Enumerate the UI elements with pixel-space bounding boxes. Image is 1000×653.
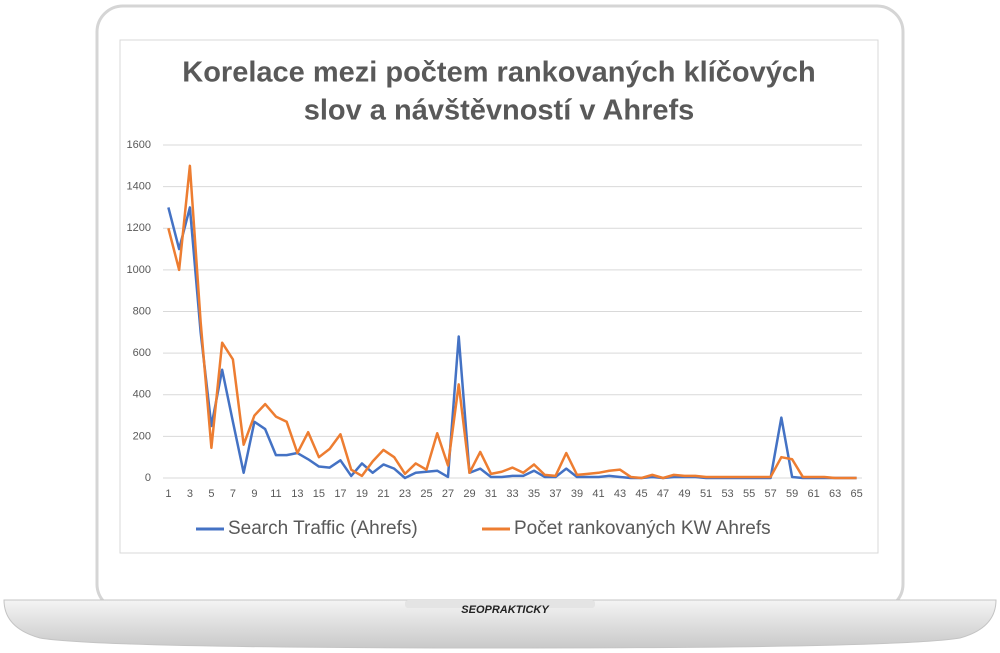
y-tick-label: 600: [133, 347, 151, 359]
legend-label: Počet rankovaných KW Ahrefs: [514, 518, 771, 539]
y-tick-label: 1600: [127, 139, 151, 151]
x-tick-label: 35: [528, 488, 540, 500]
x-tick-label: 29: [463, 488, 475, 500]
x-tick-label: 57: [764, 488, 776, 500]
x-tick-label: 31: [485, 488, 497, 500]
x-tick-label: 65: [850, 488, 862, 500]
x-tick-label: 27: [442, 488, 454, 500]
x-tick-label: 45: [635, 488, 647, 500]
x-tick-label: 9: [251, 488, 257, 500]
x-tick-label: 5: [208, 488, 214, 500]
x-tick-label: 25: [420, 488, 432, 500]
chart-title: slov a návštěvností v Ahrefs: [304, 95, 695, 127]
y-tick-label: 800: [133, 305, 151, 317]
x-tick-label: 17: [334, 488, 346, 500]
x-tick-label: 51: [700, 488, 712, 500]
series-line: [167, 164, 857, 480]
laptop-notch: [405, 600, 595, 608]
x-tick-label: 13: [291, 488, 303, 500]
x-tick-label: 49: [678, 488, 690, 500]
x-tick-label: 39: [571, 488, 583, 500]
x-tick-label: 15: [313, 488, 325, 500]
x-tick-label: 47: [657, 488, 669, 500]
x-tick-label: 19: [356, 488, 368, 500]
y-tick-label: 1000: [127, 264, 151, 276]
x-tick-label: 33: [506, 488, 518, 500]
x-tick-label: 61: [807, 488, 819, 500]
x-tick-label: 21: [377, 488, 389, 500]
x-tick-label: 55: [743, 488, 755, 500]
x-tick-label: 7: [230, 488, 236, 500]
x-tick-label: 37: [549, 488, 561, 500]
chart-frame: [119, 39, 879, 554]
brand-logo: SEOPRAKTICKY: [461, 604, 550, 616]
x-tick-label: 3: [187, 488, 193, 500]
x-tick-label: 23: [399, 488, 411, 500]
x-tick-label: 43: [614, 488, 626, 500]
x-tick-label: 41: [592, 488, 604, 500]
x-tick-label: 53: [721, 488, 733, 500]
x-tick-label: 63: [829, 488, 841, 500]
x-tick-label: 59: [786, 488, 798, 500]
x-tick-label: 11: [270, 488, 281, 500]
x-tick-label: 1: [165, 488, 171, 500]
y-tick-label: 1400: [127, 181, 151, 193]
y-tick-label: 1200: [127, 222, 151, 234]
y-tick-label: 0: [145, 472, 151, 484]
chart-title: Korelace mezi počtem rankovaných klíčový…: [182, 57, 815, 89]
y-tick-label: 200: [133, 430, 151, 442]
legend-label: Search Traffic (Ahrefs): [228, 518, 418, 539]
laptop-base: [3, 599, 997, 649]
y-tick-label: 400: [133, 389, 151, 401]
